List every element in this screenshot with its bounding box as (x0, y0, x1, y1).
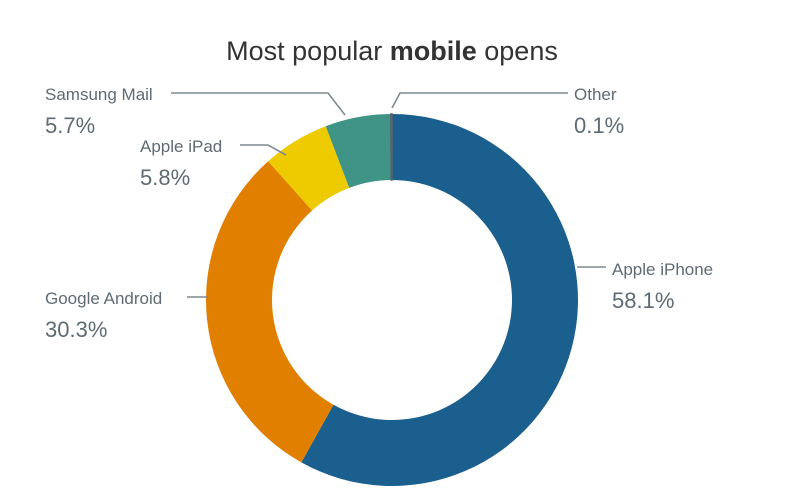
slice-label-apple-ipad: Apple iPad (140, 137, 222, 156)
slice-label-google-android: Google Android (45, 289, 162, 308)
leader-line-other (391, 92, 568, 109)
leader-line-samsung-mail (171, 92, 346, 116)
slice-value-other: 0.1% (574, 113, 624, 138)
slice-value-apple-iphone: 58.1% (612, 288, 674, 313)
slice-label-samsung-mail: Samsung Mail (45, 85, 153, 104)
slice-google-android (206, 161, 334, 463)
slice-apple-ipad (268, 126, 350, 211)
slice-label-other: Other (574, 85, 617, 104)
chart-title: Most popular mobile opens (226, 36, 558, 66)
slice-labels: Apple iPhone 58.1% Google Android 30.3% Appl… (45, 85, 713, 342)
slice-label-apple-iphone: Apple iPhone (612, 260, 713, 279)
chart-title-part-1: Most popular (226, 36, 390, 66)
donut-slices (206, 113, 578, 487)
slice-value-google-android: 30.3% (45, 317, 107, 342)
slice-samsung-mail (325, 114, 392, 188)
leader-lines (171, 92, 606, 298)
slice-apple-iphone (301, 114, 578, 487)
slice-other (390, 113, 393, 181)
chart-title-part-3: opens (477, 36, 558, 66)
leader-line-apple-ipad (240, 144, 287, 156)
slice-value-samsung-mail: 5.7% (45, 113, 95, 138)
chart-title-part-2: mobile (390, 36, 477, 66)
slice-value-apple-ipad: 5.8% (140, 165, 190, 190)
